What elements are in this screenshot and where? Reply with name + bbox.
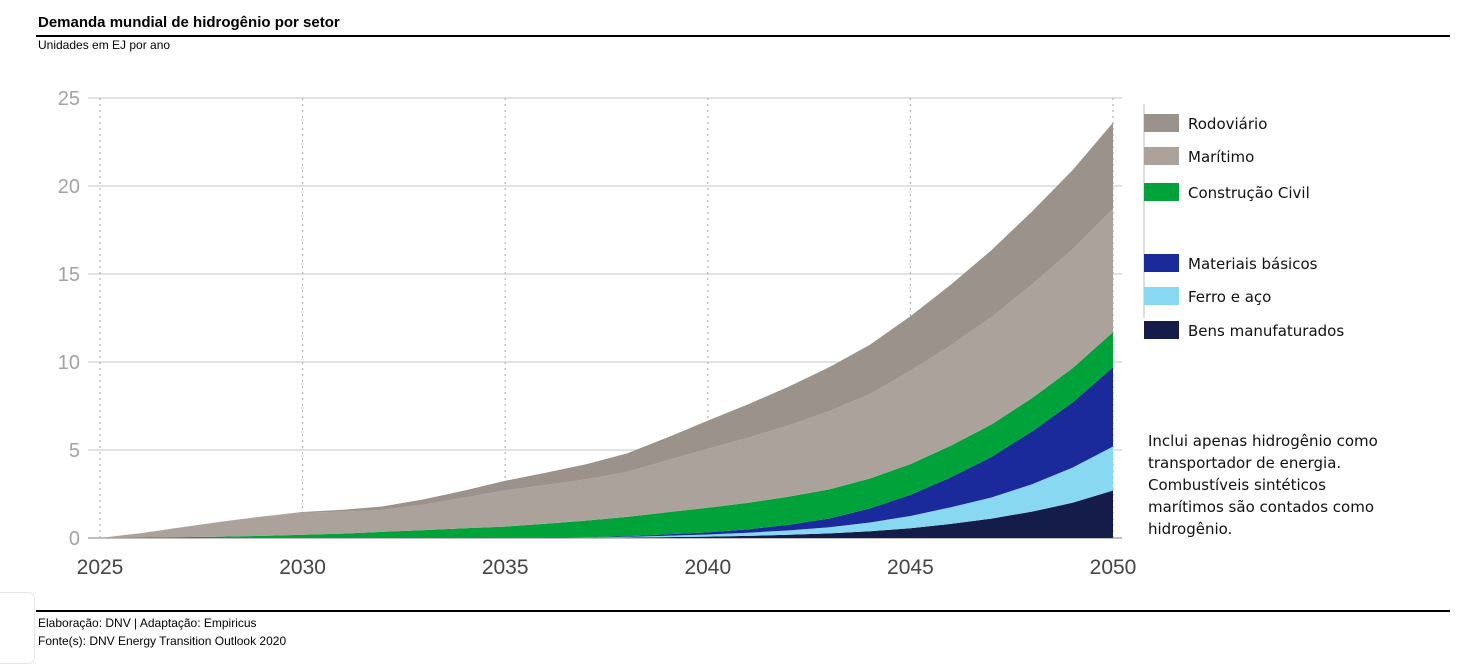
area-series — [100, 122, 1113, 538]
x-tick-label: 2040 — [684, 556, 731, 579]
x-tick-label: 2045 — [887, 556, 934, 579]
y-tick-label: 0 — [69, 528, 80, 550]
chart-note: Inclui apenas hidrogênio como transporta… — [1148, 430, 1408, 540]
legend-label: Bens manufaturados — [1188, 322, 1344, 340]
side-tab[interactable] — [0, 592, 35, 664]
legend: Rodoviário Marítimo Construção Civil Materi… — [1144, 114, 1344, 340]
y-tick-label: 25 — [58, 88, 80, 110]
chart-subtitle: Unidades em EJ por ano — [38, 38, 171, 52]
y-tick-label: 5 — [69, 440, 80, 462]
legend-swatch — [1144, 114, 1179, 132]
chart-title: Demanda mundial de hidrogênio por setor — [38, 14, 340, 31]
y-tick-label: 10 — [58, 352, 80, 374]
note-line: Inclui apenas hidrogênio como — [1148, 432, 1378, 450]
legend-label: Ferro e aço — [1188, 288, 1271, 306]
bottom-rule — [36, 610, 1450, 612]
area-constru-o-civil — [100, 332, 1113, 538]
x-tick-label: 2035 — [482, 556, 529, 579]
legend-label: Construção Civil — [1188, 184, 1310, 202]
legend-swatch — [1144, 147, 1179, 165]
legend-swatch — [1144, 183, 1179, 201]
x-tick-label: 2030 — [279, 556, 326, 579]
top-rule — [36, 35, 1450, 37]
note-line: marítimos são contados como — [1148, 498, 1375, 516]
legend-label: Materiais básicos — [1188, 255, 1318, 273]
y-tick-label: 20 — [58, 176, 80, 198]
source-text: Fonte(s): DNV Energy Transition Outlook … — [38, 634, 287, 648]
area-mar-timo — [100, 208, 1113, 538]
legend-swatch — [1144, 321, 1179, 339]
note-line: transportador de energia. — [1148, 454, 1342, 472]
y-tick-label: 15 — [58, 264, 80, 286]
legend-label: Rodoviário — [1188, 115, 1267, 133]
note-line: hidrogênio. — [1148, 520, 1233, 538]
x-tick-label: 2050 — [1090, 556, 1137, 579]
area-rodovi-rio — [100, 122, 1113, 538]
x-tick-label: 2025 — [77, 556, 124, 579]
area-bens-manufaturados — [100, 490, 1113, 538]
legend-label: Marítimo — [1188, 148, 1254, 166]
legend-swatch — [1144, 254, 1179, 272]
legend-swatch — [1144, 287, 1179, 305]
note-line: Combustíveis sintéticos — [1148, 476, 1326, 494]
credit-text: Elaboração: DNV | Adaptação: Empiricus — [38, 616, 257, 630]
